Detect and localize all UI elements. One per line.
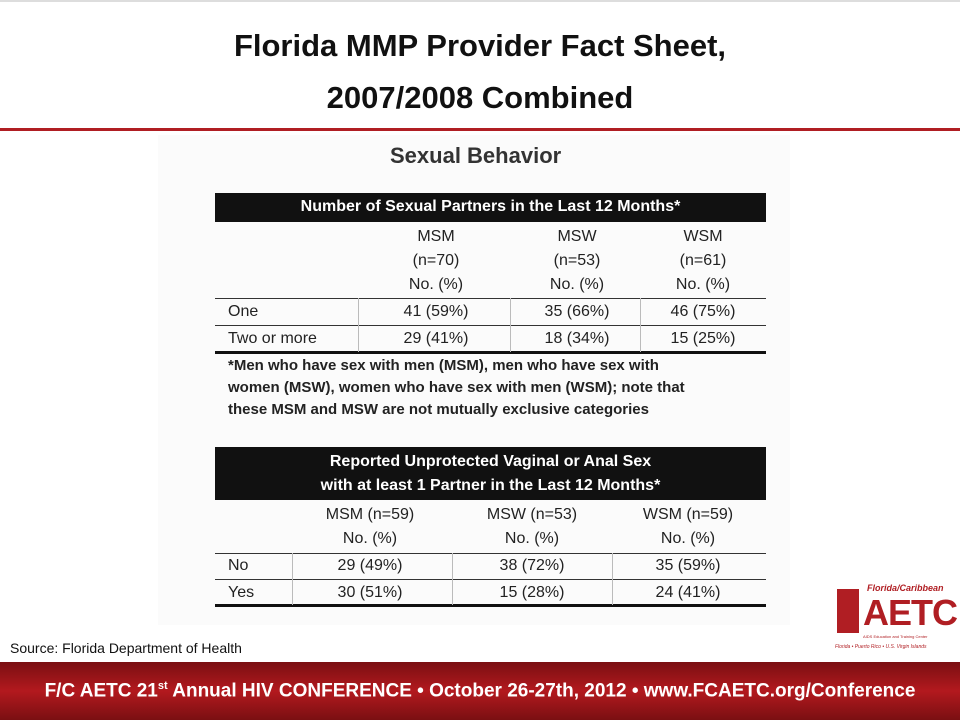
column-header: MSW [557, 228, 597, 245]
table-header-bar [215, 447, 766, 500]
logo: Florida/Caribbean AETC AIDS Education an… [833, 583, 958, 655]
table-header: Reported Unprotected Vaginal or Anal Sex [329, 453, 652, 470]
footnote: women (MSW), women who have sex with men… [228, 379, 685, 396]
column-header: WSM (n=59) [642, 506, 734, 523]
col-rule [292, 553, 293, 605]
cell: 15 (25%) [670, 330, 736, 347]
cell: 15 (28%) [499, 584, 565, 601]
title-line: Florida MMP Provider Fact Sheet, [233, 28, 727, 63]
table-header: Number of Sexual Partners in the Last 12… [300, 198, 681, 215]
col-rule [640, 298, 641, 352]
rule [215, 298, 766, 299]
column-header: No. (%) [408, 276, 464, 293]
logo-name: AETC [863, 592, 958, 633]
footer-text: Annual HIV CONFERENCE • October 26-27th,… [167, 680, 916, 702]
rule [215, 553, 766, 554]
cell: 24 (41%) [655, 584, 721, 601]
column-header: No. (%) [504, 530, 560, 547]
column-header: (n=70) [412, 252, 460, 269]
row-label: No [228, 557, 249, 574]
rule [215, 604, 766, 607]
cell: 29 (41%) [403, 330, 469, 347]
cell: 46 (75%) [670, 303, 736, 320]
rule [215, 325, 766, 326]
column-header: No. (%) [342, 530, 398, 547]
row-label: Two or more [228, 330, 317, 347]
source: Source: Florida Department of Health [10, 640, 242, 656]
footnote: these MSM and MSW are not mutually exclu… [228, 401, 649, 418]
cell: 35 (66%) [544, 303, 610, 320]
column-header: No. (%) [549, 276, 605, 293]
table-header: with at least 1 Partner in the Last 12 M… [320, 477, 661, 494]
column-header: No. (%) [675, 276, 731, 293]
footer-sup: st [157, 680, 168, 692]
col-rule [612, 553, 613, 605]
cell: 41 (59%) [403, 303, 469, 320]
col-rule [452, 553, 453, 605]
cell: 29 (49%) [337, 557, 403, 574]
col-rule [510, 298, 511, 352]
column-header: No. (%) [660, 530, 716, 547]
column-header: WSM [683, 228, 723, 245]
footer-text: F/C AETC 21 [44, 680, 158, 702]
row-label: One [228, 303, 259, 320]
table-header-bar [215, 193, 766, 222]
rule [215, 579, 766, 580]
footnote: *Men who have sex with men (MSM), men wh… [228, 357, 659, 374]
rule [215, 351, 766, 354]
section-title: Sexual Behavior [390, 143, 562, 168]
row-label: Yes [228, 584, 255, 601]
top-edge [0, 0, 960, 2]
title-line: 2007/2008 Combined [326, 80, 634, 115]
cell: 18 (34%) [544, 330, 610, 347]
logo-icon [837, 589, 859, 633]
col-rule [358, 298, 359, 352]
column-header: (n=61) [679, 252, 727, 269]
logo-bottom: Florida • Puerto Rico • U.S. Virgin Isla… [835, 644, 927, 650]
column-header: MSM [417, 228, 455, 245]
cell: 38 (72%) [499, 557, 565, 574]
logo-top: Florida/Caribbean [867, 583, 944, 593]
cell: 30 (51%) [337, 584, 403, 601]
title-rule [0, 128, 960, 131]
logo-sub: AIDS Education and Training Center [863, 634, 928, 639]
column-header: MSW (n=53) [486, 506, 578, 523]
footer-band [0, 662, 960, 720]
footer: F/C AETC 21st Annual HIV CONFERENCE • Oc… [0, 680, 960, 702]
column-header: MSM (n=59) [325, 506, 415, 523]
column-header: (n=53) [553, 252, 601, 269]
cell: 35 (59%) [655, 557, 721, 574]
